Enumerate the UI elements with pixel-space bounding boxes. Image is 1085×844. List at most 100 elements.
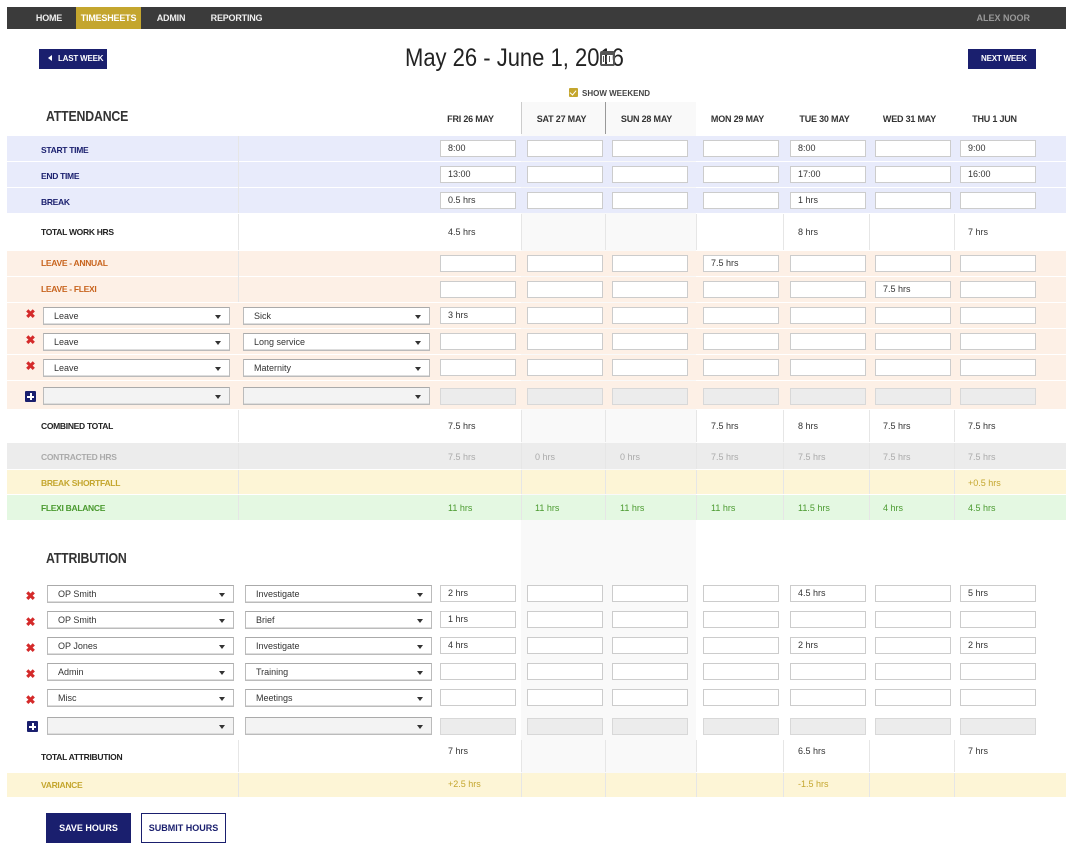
delete-icon[interactable]: ✖ [25,667,36,681]
delete-icon[interactable]: ✖ [25,307,36,321]
attribution-who-select[interactable]: Misc [47,689,234,707]
delete-icon[interactable]: ✖ [25,333,36,347]
delete-icon[interactable]: ✖ [25,615,36,629]
break-input[interactable] [527,192,603,209]
leave-annual-input[interactable]: 7.5 hrs [703,255,779,272]
attribution-input[interactable] [790,663,866,680]
new-leave-input[interactable] [612,388,688,405]
attribution-input[interactable]: 2 hrs [790,637,866,654]
new-leave-input[interactable] [440,388,516,405]
attribution-who-select[interactable]: OP Smith [47,585,234,603]
attribution-input[interactable] [875,585,951,602]
attribution-input[interactable] [612,611,688,628]
leave-input[interactable]: 3 hrs [440,307,516,324]
attribution-input[interactable] [527,663,603,680]
attribution-input[interactable] [703,689,779,706]
nav-reporting[interactable]: REPORTING [210,13,263,23]
leave-flexi-input[interactable] [440,281,516,298]
leave-input[interactable] [875,359,951,376]
leave-input[interactable] [790,359,866,376]
attribution-task-select[interactable]: Investigate [245,585,432,603]
attribution-input[interactable] [875,611,951,628]
end-time-input[interactable]: 17:00 [790,166,866,183]
attribution-input[interactable] [875,637,951,654]
break-input[interactable] [960,192,1036,209]
end-time-input[interactable]: 16:00 [960,166,1036,183]
leave-input[interactable] [875,307,951,324]
leave-flexi-input[interactable] [960,281,1036,298]
attribution-input[interactable] [440,663,516,680]
next-week-button[interactable]: NEXT WEEK [968,49,1036,81]
leave-type-select[interactable]: Leave [43,359,230,377]
new-leave-input[interactable] [960,388,1036,405]
attribution-input[interactable] [612,637,688,654]
attribution-input[interactable] [527,611,603,628]
new-attribution-input[interactable] [875,718,951,735]
attribution-input[interactable] [527,585,603,602]
attribution-input[interactable] [612,585,688,602]
break-input[interactable]: 1 hrs [790,192,866,209]
attribution-input[interactable] [703,611,779,628]
attribution-input[interactable] [527,637,603,654]
attribution-input[interactable] [875,663,951,680]
attribution-task-select[interactable]: Investigate [245,637,432,655]
new-leave-input[interactable] [790,388,866,405]
attribution-task-select[interactable]: Brief [245,611,432,629]
user-name[interactable]: ALEX NOOR [976,13,1030,23]
attribution-task-select[interactable]: Meetings [245,689,432,707]
delete-icon[interactable]: ✖ [25,693,36,707]
start-time-input[interactable] [612,140,688,157]
attribution-input[interactable] [960,689,1036,706]
leave-type-select[interactable]: Leave [43,307,230,325]
new-leave-type-select[interactable] [43,387,230,405]
delete-icon[interactable]: ✖ [25,589,36,603]
start-time-input[interactable] [875,140,951,157]
attribution-input[interactable]: 2 hrs [960,637,1036,654]
leave-flexi-input[interactable] [612,281,688,298]
leave-annual-input[interactable] [790,255,866,272]
attribution-input[interactable] [960,611,1036,628]
new-leave-input[interactable] [527,388,603,405]
break-input[interactable] [875,192,951,209]
attribution-who-select[interactable]: OP Jones [47,637,234,655]
leave-subtype-select[interactable]: Long service [243,333,430,351]
attribution-input[interactable] [875,689,951,706]
end-time-input[interactable] [527,166,603,183]
attribution-input[interactable] [790,689,866,706]
add-attribution-icon[interactable] [27,721,38,732]
leave-annual-input[interactable] [612,255,688,272]
leave-annual-input[interactable] [527,255,603,272]
leave-input[interactable] [790,333,866,350]
leave-flexi-input[interactable] [527,281,603,298]
attribution-input[interactable] [703,637,779,654]
new-attribution-input[interactable] [440,718,516,735]
add-leave-icon[interactable] [25,391,36,402]
delete-icon[interactable]: ✖ [25,359,36,373]
leave-input[interactable] [612,359,688,376]
new-attribution-task-select[interactable] [245,717,432,735]
leave-input[interactable] [703,333,779,350]
break-input[interactable]: 0.5 hrs [440,192,516,209]
attribution-who-select[interactable]: Admin [47,663,234,681]
leave-input[interactable] [790,307,866,324]
nav-admin[interactable]: ADMIN [156,13,186,23]
attribution-input[interactable]: 4.5 hrs [790,585,866,602]
submit-hours-button[interactable]: SUBMIT HOURS [141,813,226,843]
leave-annual-input[interactable] [440,255,516,272]
leave-type-select[interactable]: Leave [43,333,230,351]
leave-subtype-select[interactable]: Sick [243,307,430,325]
delete-icon[interactable]: ✖ [25,641,36,655]
last-week-button[interactable]: LAST WEEK [39,49,107,69]
nav-timesheets[interactable]: TIMESHEETS [76,7,141,29]
leave-input[interactable] [527,359,603,376]
calendar-icon[interactable] [600,51,615,66]
attribution-input[interactable] [790,611,866,628]
new-leave-input[interactable] [703,388,779,405]
save-hours-button[interactable]: SAVE HOURS [46,813,131,843]
leave-flexi-input[interactable] [790,281,866,298]
new-attribution-input[interactable] [612,718,688,735]
leave-input[interactable] [527,333,603,350]
leave-input[interactable] [703,307,779,324]
break-input[interactable] [612,192,688,209]
leave-input[interactable] [612,307,688,324]
